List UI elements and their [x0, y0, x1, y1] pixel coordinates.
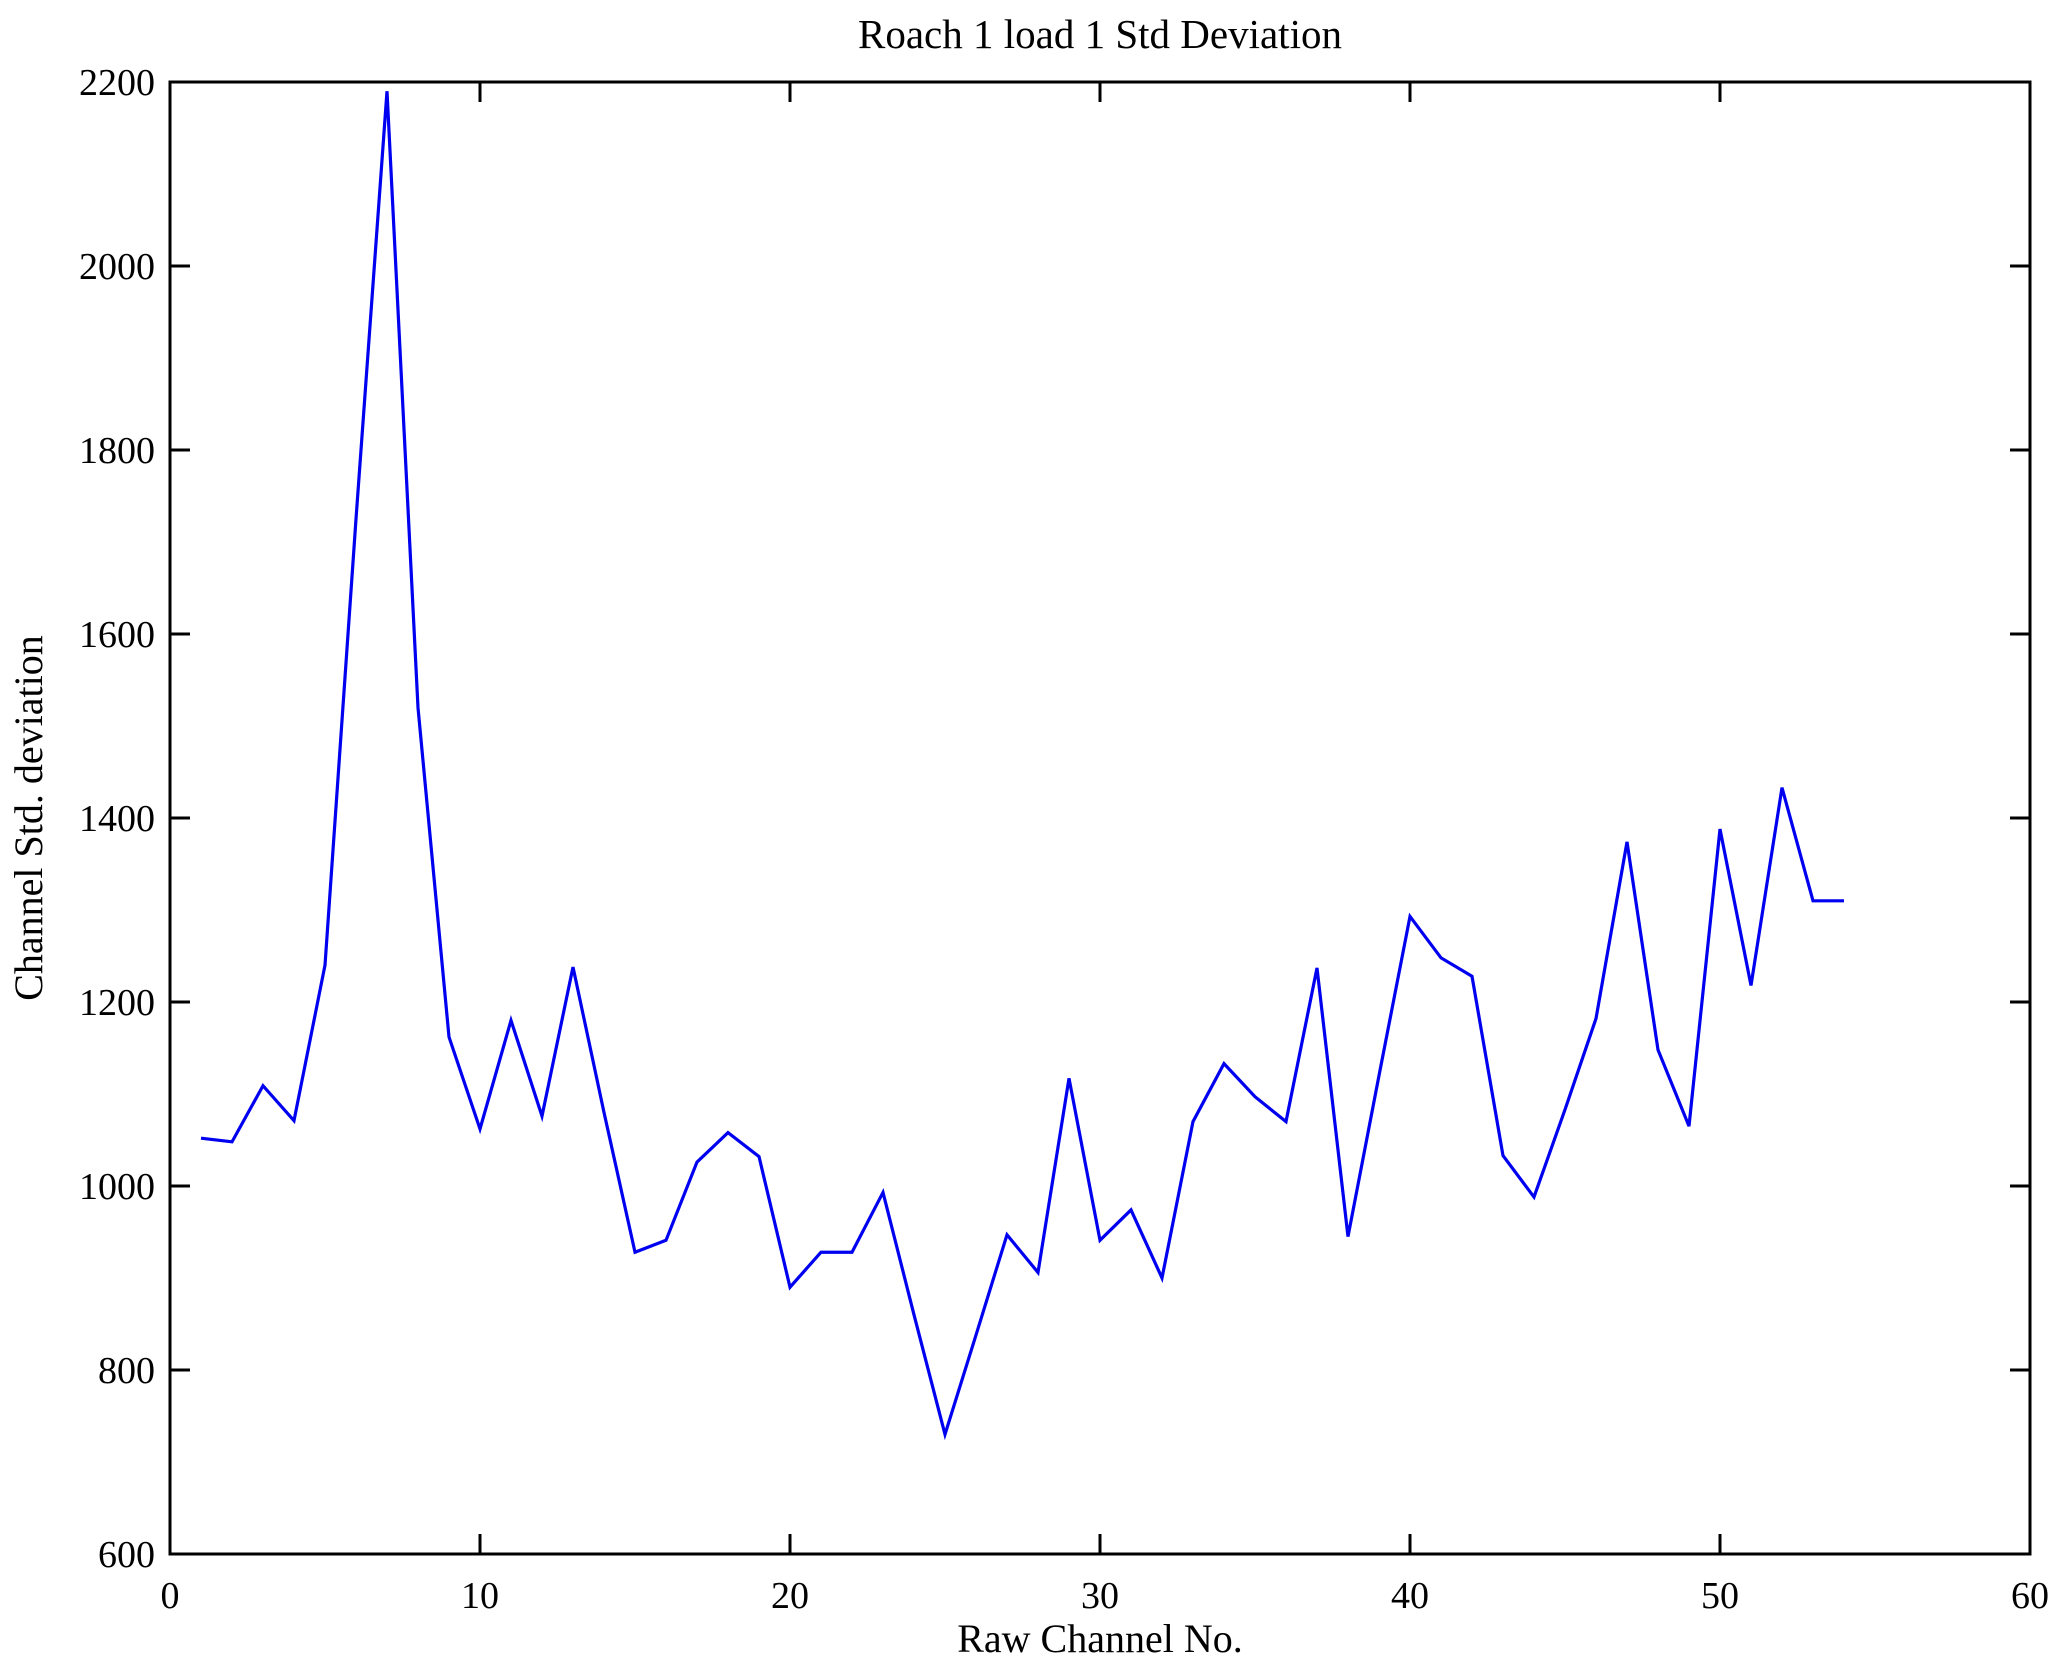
y-axis-ticks-left: [170, 80, 190, 1556]
y-axis-label: Channel Std. deviation: [6, 635, 51, 1001]
plot-frame: [168, 80, 2032, 1556]
data-series-line: [200, 91, 1844, 1441]
x-axis-label: Raw Channel No.: [957, 1616, 1243, 1661]
x-tick-label: 0: [161, 1575, 180, 1617]
x-tick-label: 60: [2011, 1575, 2049, 1617]
x-axis-tick-labels: 0 10 20 30 40 50 60: [161, 1575, 2050, 1617]
y-tick-label: 1600: [79, 614, 155, 656]
y-tick-label: 800: [98, 1350, 155, 1392]
y-tick-label: 1200: [79, 982, 155, 1024]
x-axis-ticks-top: [168, 82, 2032, 102]
y-axis-ticks-right: [2010, 80, 2030, 1556]
x-tick-label: 30: [1081, 1575, 1119, 1617]
x-tick-label: 10: [461, 1575, 499, 1617]
chart-title: Roach 1 load 1 Std Deviation: [858, 11, 1342, 57]
y-tick-label: 1400: [79, 798, 155, 840]
y-tick-label: 600: [98, 1534, 155, 1576]
y-tick-label: 1000: [79, 1166, 155, 1208]
x-axis-ticks-bottom: [168, 1534, 2032, 1554]
x-tick-label: 20: [771, 1575, 809, 1617]
y-tick-label: 1800: [79, 430, 155, 472]
y-axis-tick-labels: 600 800 1000 1200 1400 1600 1800 2000 2200: [79, 62, 155, 1576]
y-tick-label: 2200: [79, 62, 155, 104]
y-tick-label: 2000: [79, 246, 155, 288]
x-tick-label: 50: [1701, 1575, 1739, 1617]
x-tick-label: 40: [1391, 1575, 1429, 1617]
